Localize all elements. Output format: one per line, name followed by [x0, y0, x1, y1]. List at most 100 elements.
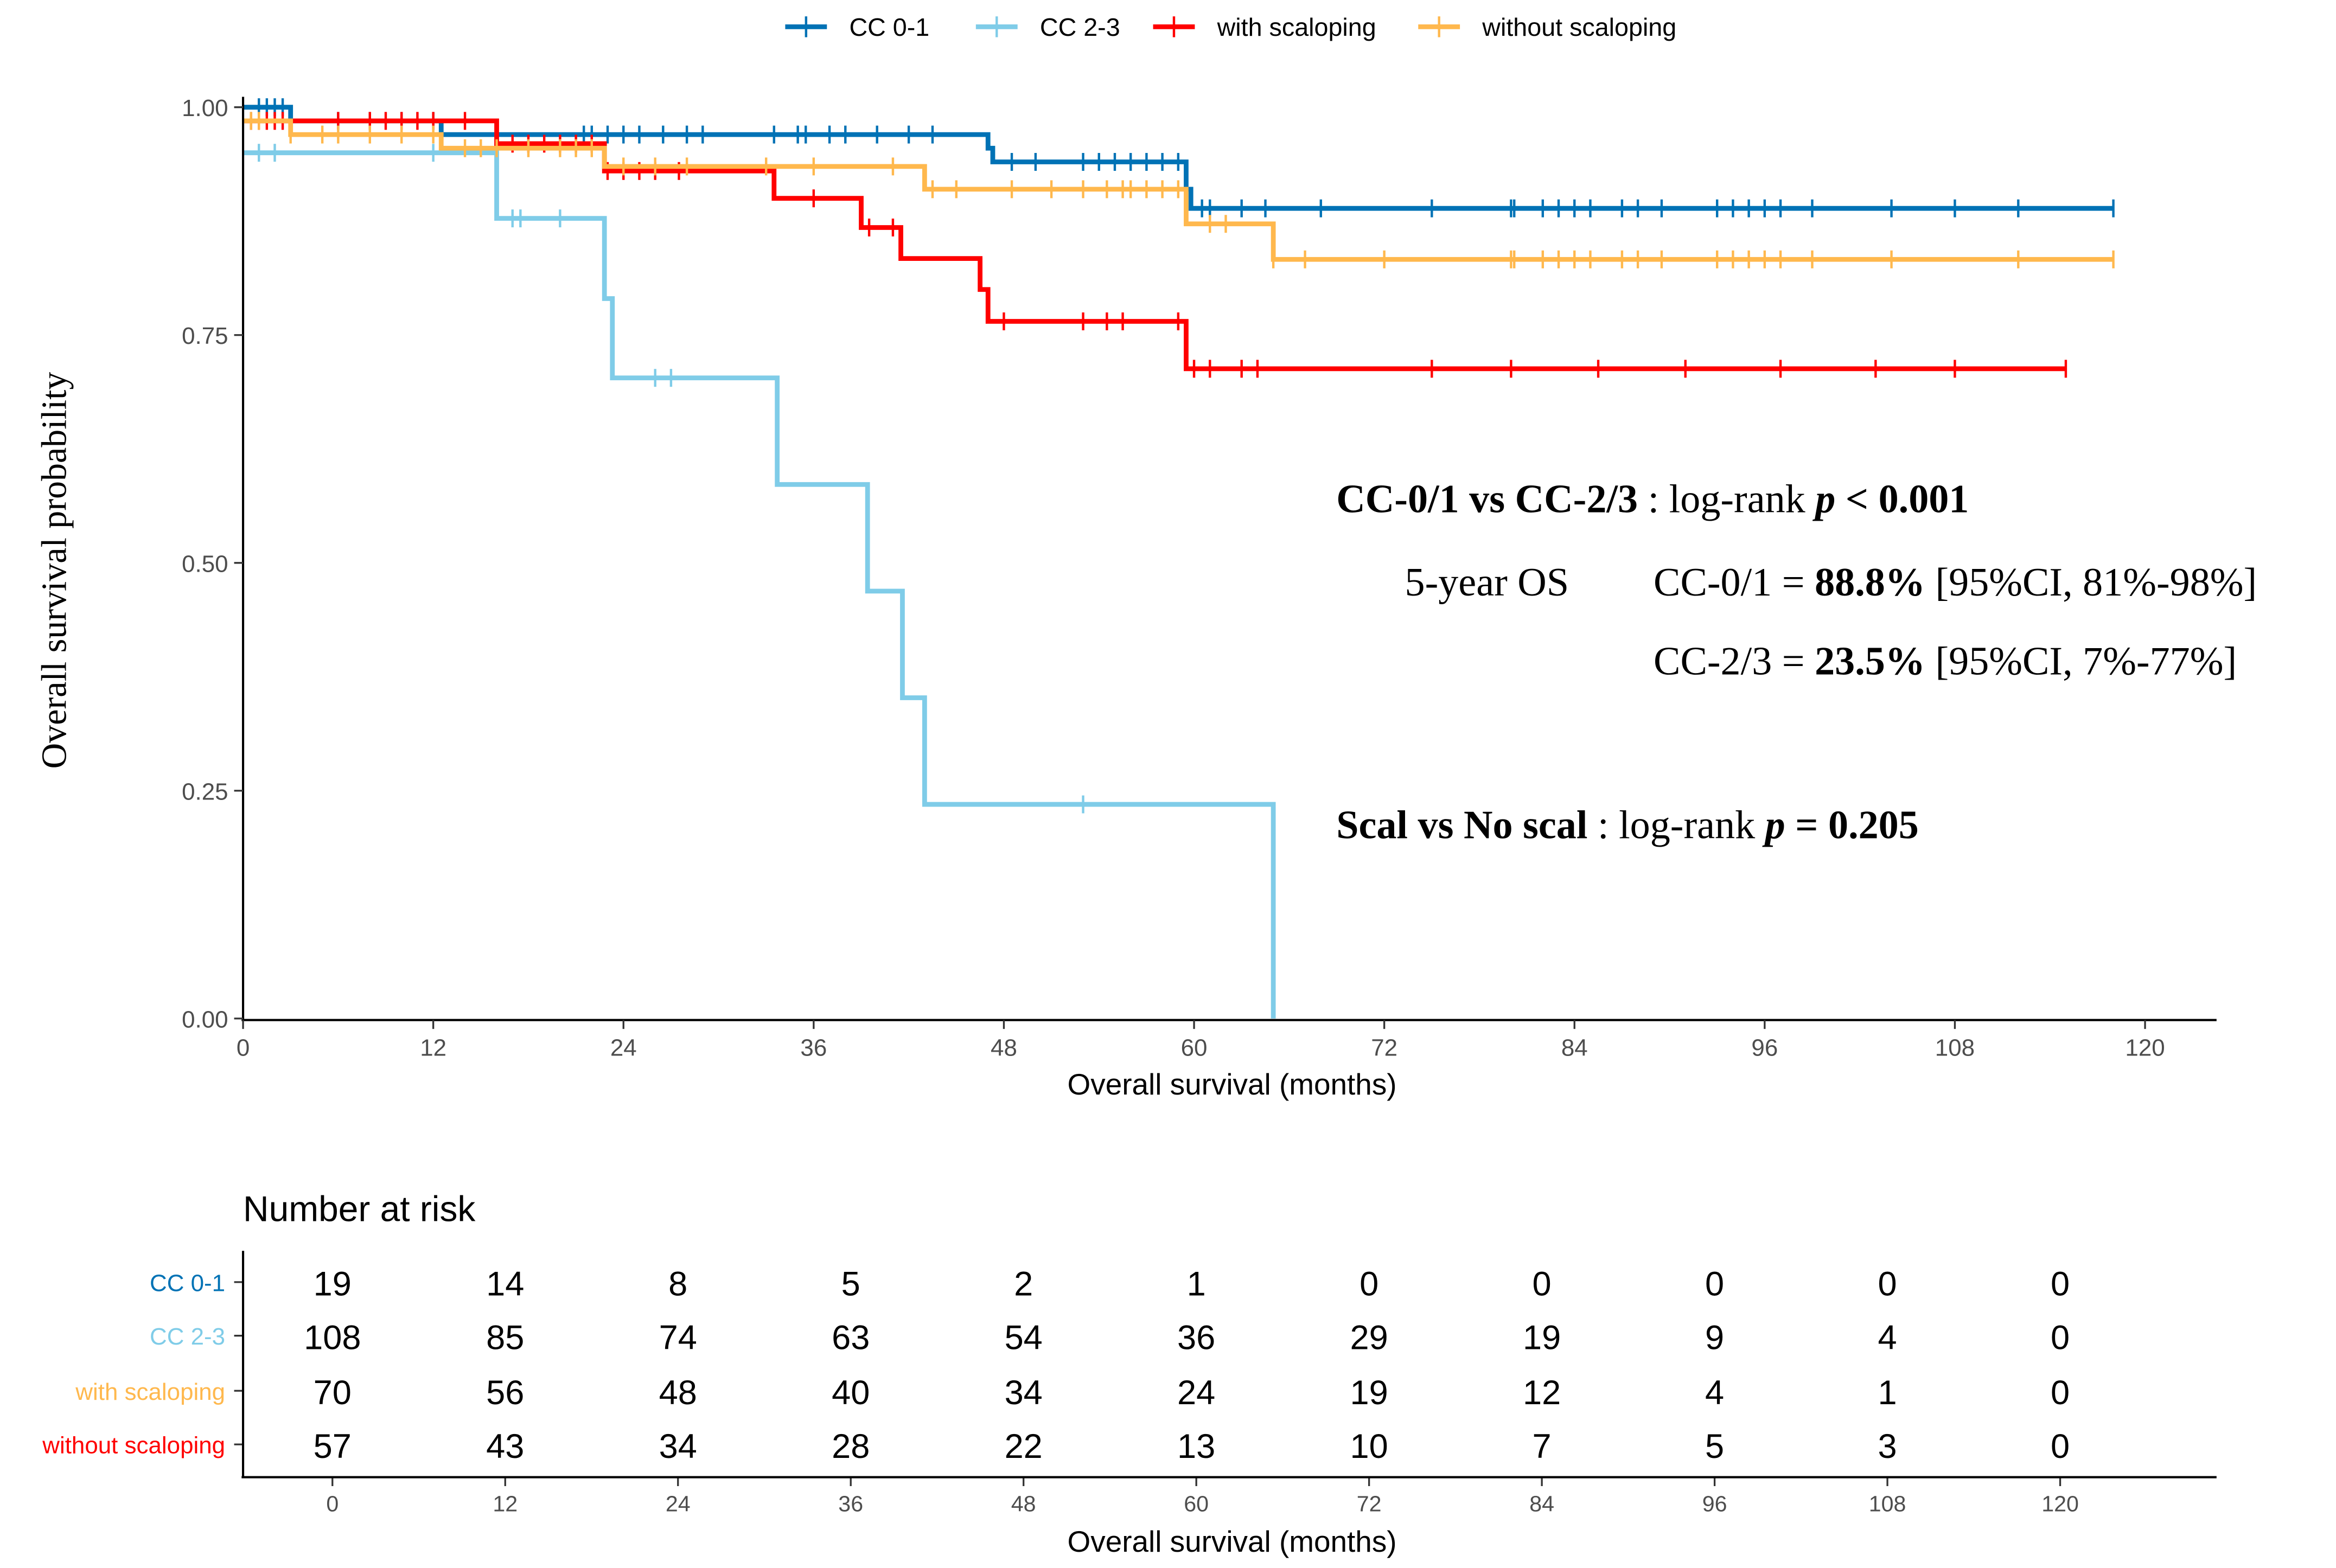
risk-cell: 19: [1350, 1374, 1388, 1412]
survival-curves: [243, 98, 2115, 1019]
risk-cell: 22: [1005, 1428, 1043, 1465]
y-tick-label: 0.25: [182, 778, 228, 805]
series-without-scaloping: [243, 112, 2115, 268]
x-tick-label: 36: [800, 1035, 827, 1061]
risk-x-tick-label: 72: [1357, 1492, 1382, 1516]
x-tick-label: 96: [1751, 1035, 1778, 1061]
risk-cell: 0: [1878, 1265, 1897, 1303]
test1-annotation: CC-0/1 vs CC-2/3 : log-rank p < 0.001: [1336, 477, 1969, 521]
risk-cell: 8: [668, 1265, 687, 1303]
os-cc23: CC-2/3 = 23.5% [95%CI, 7%-77%]: [1654, 639, 2237, 684]
risk-row: without scaloping 57 43 34 28 22 13 10 7 5 3 0: [42, 1428, 2070, 1465]
risk-cell: 7: [1533, 1428, 1552, 1465]
risk-x-tick-label: 96: [1702, 1492, 1727, 1516]
risk-cell: 0: [1533, 1265, 1552, 1303]
risk-cell: 0: [2051, 1374, 2070, 1412]
risk-cell: 4: [1705, 1374, 1724, 1412]
risk-cell: 9: [1705, 1319, 1724, 1356]
risk-cell: 19: [314, 1265, 352, 1303]
risk-cell: 56: [486, 1374, 524, 1412]
risk-x-tick-label: 0: [326, 1492, 339, 1516]
x-tick-label: 84: [1561, 1035, 1588, 1061]
legend: CC 0-1 CC 2-3 with scaloping without scalop…: [785, 13, 1676, 41]
x-tick-label: 0: [237, 1035, 250, 1061]
risk-table-title: Number at risk: [243, 1188, 476, 1228]
x-tick-label: 108: [1935, 1035, 1975, 1061]
risk-x-tick-label: 48: [1011, 1492, 1036, 1516]
x-tick-label: 12: [420, 1035, 446, 1061]
risk-x-tick-label: 84: [1529, 1492, 1554, 1516]
risk-cell: 40: [832, 1374, 870, 1412]
risk-cell: 57: [314, 1428, 352, 1465]
risk-cell: 12: [1523, 1374, 1561, 1412]
x-axis-label: Overall survival (months): [1068, 1067, 1397, 1101]
risk-cell: 54: [1005, 1319, 1043, 1356]
y-axis-label: Overall survival probability: [34, 372, 74, 769]
risk-cell: 0: [1705, 1265, 1724, 1303]
risk-cell: 0: [2051, 1428, 2070, 1465]
risk-cell: 63: [832, 1319, 870, 1356]
risk-cell: 5: [841, 1265, 860, 1303]
risk-x-axis-label: Overall survival (months): [1068, 1525, 1397, 1558]
annotations: CC-0/1 vs CC-2/3 : log-rank p < 0.001 5-…: [1336, 477, 2257, 847]
x-tick-label: 60: [1181, 1035, 1208, 1061]
risk-row: with scaloping 70 56 48 40 34 24 19 12 4 1 0: [75, 1374, 2070, 1412]
risk-table: CC 0-1 19 14 8 5 2 1 0 0 0 0 0CC 2-3 108 85 74 63 54 36 29…: [42, 1265, 2079, 1516]
risk-cell: 85: [486, 1319, 524, 1356]
y-tick-label: 0.00: [182, 1006, 228, 1033]
risk-cell: 0: [2051, 1265, 2070, 1303]
risk-cell: 36: [1177, 1319, 1215, 1356]
os-cc01: CC-0/1 = 88.8% [95%CI, 81%-98%]: [1654, 560, 2257, 605]
risk-x-tick-label: 12: [493, 1492, 518, 1516]
risk-row-label: with scaloping: [75, 1379, 225, 1405]
series-cc-2-3: [243, 144, 1276, 1019]
legend-label: CC 2-3: [1040, 13, 1120, 41]
risk-row: CC 0-1 19 14 8 5 2 1 0 0 0 0 0: [150, 1265, 2070, 1303]
risk-cell: 4: [1878, 1319, 1897, 1356]
x-tick-label: 120: [2125, 1035, 2165, 1061]
legend-item: without scaloping: [1418, 13, 1676, 41]
y-tick-label: 0.75: [182, 323, 228, 349]
risk-x-tick-label: 108: [1869, 1492, 1906, 1516]
os-label: 5-year OS: [1405, 560, 1569, 605]
risk-cell: 34: [1005, 1374, 1043, 1412]
risk-cell: 0: [1360, 1265, 1378, 1303]
risk-x-tick-label: 24: [666, 1492, 691, 1516]
y-tick-label: 0.50: [182, 551, 228, 577]
axes: 0 12 24 36 48 60 72 84 96 108 120 0.00 0.25 0.50 0.75 1…: [182, 95, 2165, 1061]
series-with-scaloping: [243, 112, 2067, 378]
risk-x-tick-label: 60: [1184, 1492, 1209, 1516]
risk-cell: 70: [314, 1374, 352, 1412]
risk-cell: 1: [1878, 1374, 1897, 1412]
risk-row-label: without scaloping: [42, 1432, 225, 1459]
risk-cell: 34: [659, 1428, 697, 1465]
risk-cell: 2: [1014, 1265, 1033, 1303]
survival-line: [243, 118, 2114, 262]
risk-cell: 13: [1177, 1428, 1215, 1465]
legend-label: CC 0-1: [849, 13, 929, 41]
survival-line: [243, 118, 2066, 372]
risk-cell: 29: [1350, 1319, 1388, 1356]
risk-cell: 5: [1705, 1428, 1724, 1465]
risk-row: CC 2-3 108 85 74 63 54 36 29 19 9 4 0: [150, 1319, 2070, 1356]
legend-item: with scaloping: [1153, 13, 1376, 41]
risk-cell: 10: [1350, 1428, 1388, 1465]
risk-cell: 108: [304, 1319, 361, 1356]
risk-cell: 28: [832, 1428, 870, 1465]
series-cc-0-1: [243, 98, 2115, 217]
risk-row-label: CC 2-3: [150, 1323, 225, 1350]
risk-cell: 74: [659, 1319, 697, 1356]
x-tick-label: 24: [610, 1035, 637, 1061]
legend-label: without scaloping: [1482, 13, 1676, 41]
risk-cell: 14: [486, 1265, 524, 1303]
risk-x-tick-label: 36: [838, 1492, 863, 1516]
legend-item: CC 2-3: [975, 13, 1120, 41]
risk-cell: 43: [486, 1428, 524, 1465]
risk-x-tick-label: 120: [2041, 1492, 2079, 1516]
risk-cell: 3: [1878, 1428, 1897, 1465]
x-tick-label: 48: [991, 1035, 1017, 1061]
risk-cell: 19: [1523, 1319, 1561, 1356]
y-tick-label: 1.00: [182, 95, 228, 121]
legend-label: with scaloping: [1217, 13, 1376, 41]
